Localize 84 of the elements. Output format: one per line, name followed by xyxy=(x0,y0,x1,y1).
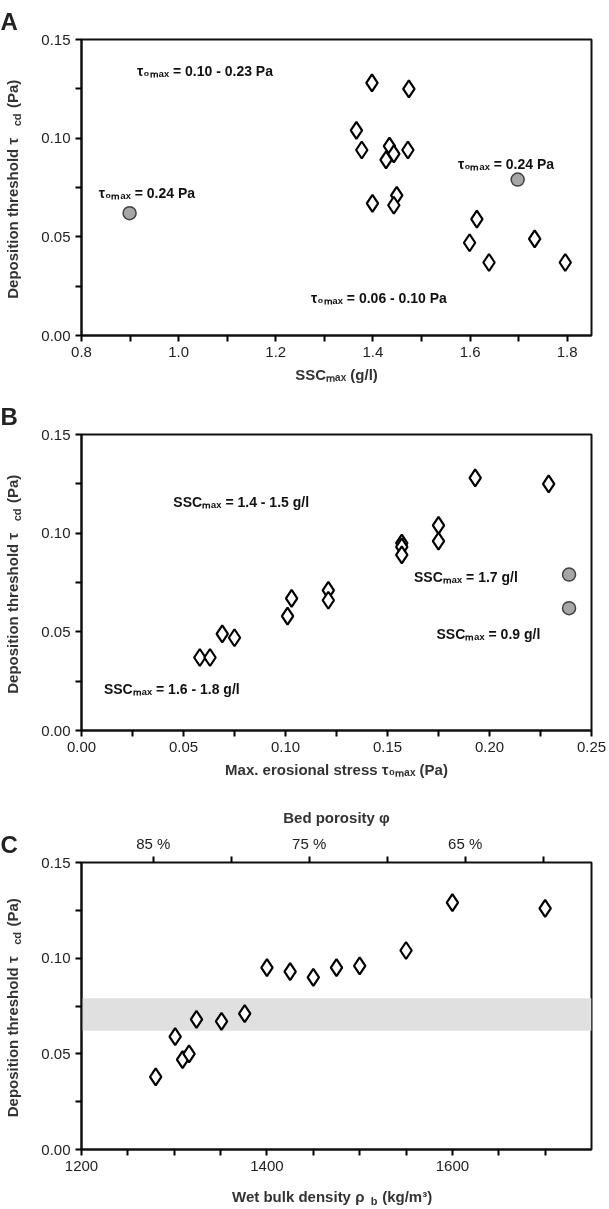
point xyxy=(182,1044,196,1064)
annotation: τ₀ₘₐₓ = 0.06 - 0.10 Pa xyxy=(311,289,448,306)
point xyxy=(395,545,409,565)
y-tick-label: 0.15 xyxy=(41,425,71,443)
x2-axis-title: Bed porosity φ xyxy=(283,808,391,826)
point xyxy=(168,1027,182,1047)
x-axis-title: Max. erosional stress τ₀ₘₐₓ (Pa) xyxy=(225,760,448,778)
point xyxy=(431,515,446,535)
y-tick-label: 0.10 xyxy=(41,949,71,967)
x-tick-label: 1600 xyxy=(435,1156,470,1174)
point xyxy=(227,628,242,648)
point xyxy=(306,967,321,987)
chart-title: A xyxy=(0,7,18,35)
point xyxy=(214,1011,229,1031)
x-tick-label: 0.20 xyxy=(474,737,505,755)
x-tick-label: 0.15 xyxy=(372,737,403,755)
x-tick-label: 1.6 xyxy=(459,342,481,360)
x-tick-label: 0.00 xyxy=(66,737,97,755)
y-tick-label: 0.05 xyxy=(41,227,71,245)
point xyxy=(561,567,577,582)
point xyxy=(215,624,230,644)
point xyxy=(387,195,401,215)
y-tick-label: 0.15 xyxy=(41,30,71,48)
y-tick-label: 0.05 xyxy=(41,622,71,640)
point xyxy=(349,120,364,140)
point xyxy=(189,1009,204,1029)
point xyxy=(354,140,369,160)
point xyxy=(260,958,274,978)
x-axis-title: SSCₘₐₓ (g/l) xyxy=(295,365,378,383)
point xyxy=(148,1067,163,1087)
point xyxy=(237,1004,252,1024)
x2-tick-label: 85 % xyxy=(136,834,171,852)
x-tick-label: 1.2 xyxy=(265,342,287,360)
point xyxy=(365,193,380,213)
point xyxy=(379,150,393,170)
x-tick-label: 0.25 xyxy=(576,737,607,755)
y-tick-label: 0.10 xyxy=(41,129,71,147)
annotation: τ₀ₘₐₓ = 0.24 Pa xyxy=(98,185,196,202)
x-tick-label: 1.4 xyxy=(362,342,384,360)
point xyxy=(280,606,295,626)
x-tick-label: 0.05 xyxy=(168,737,199,755)
point xyxy=(431,531,446,551)
point xyxy=(445,893,460,913)
point xyxy=(541,474,556,494)
point xyxy=(527,229,542,249)
annotation: τ₀ₘₐₓ = 0.10 - 0.23 Pa xyxy=(137,63,274,80)
annotation: τ₀ₘₐₓ = 0.24 Pa xyxy=(457,155,555,172)
x-tick-label: 0.8 xyxy=(71,342,92,360)
x-tick-label: 1400 xyxy=(250,1156,284,1174)
x-tick-label: 1.8 xyxy=(556,342,578,360)
annotation: SSCₘₐₓ = 1.7 g/l xyxy=(414,568,518,585)
x-tick-label: 1.0 xyxy=(168,342,190,360)
point xyxy=(352,956,367,976)
x2-tick-label: 75 % xyxy=(292,834,327,852)
y-axis-title: Deposition threshold τcd (Pa) xyxy=(3,474,24,694)
chart-title: C xyxy=(0,830,18,858)
point xyxy=(561,600,577,616)
point xyxy=(321,590,336,610)
point xyxy=(558,252,573,273)
annotation: SSCₘₐₓ = 0.9 g/l xyxy=(436,625,541,642)
point xyxy=(329,958,344,978)
y-tick-label: 0.05 xyxy=(41,1044,71,1062)
y-tick-label: 0.10 xyxy=(41,524,71,542)
x2-tick-label: 65 % xyxy=(448,834,483,852)
point xyxy=(510,172,525,187)
point xyxy=(402,79,416,99)
chart-title: B xyxy=(0,402,18,430)
y-tick-label: 0.00 xyxy=(41,1140,71,1158)
y-axis-title: Deposition threshold τcd (Pa) xyxy=(3,79,24,299)
point xyxy=(470,209,484,229)
x-tick-label: 0.10 xyxy=(270,737,301,755)
point xyxy=(468,468,482,488)
point xyxy=(365,73,379,93)
y-tick-label: 0.00 xyxy=(41,721,71,739)
point xyxy=(284,588,299,608)
annotation: SSCₘₐₓ = 1.4 - 1.5 g/l xyxy=(173,493,310,510)
y-tick-label: 0.00 xyxy=(41,326,71,344)
point xyxy=(462,233,477,253)
x-tick-label: 1200 xyxy=(64,1156,99,1174)
y-tick-label: 0.15 xyxy=(41,853,71,871)
point xyxy=(122,205,137,221)
annotation: SSCₘₐₓ = 1.6 - 1.8 g/l xyxy=(103,681,240,698)
y-axis-title: Deposition threshold τcd (Pa) xyxy=(3,898,24,1118)
point xyxy=(401,140,415,160)
